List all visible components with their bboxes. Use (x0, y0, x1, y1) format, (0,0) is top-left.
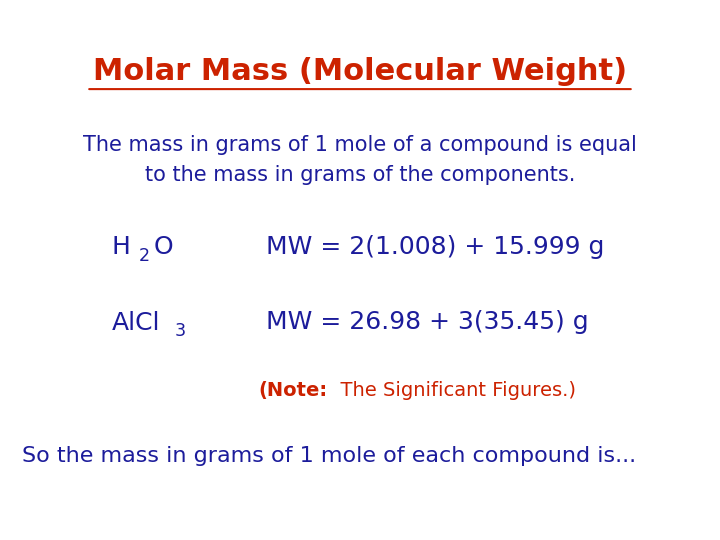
Text: Molar Mass (Molecular Weight): Molar Mass (Molecular Weight) (93, 57, 627, 86)
Text: 2: 2 (139, 247, 150, 265)
Text: 3: 3 (175, 322, 186, 340)
Text: (Note:: (Note: (258, 381, 328, 400)
Text: MW = 26.98 + 3(35.45) g: MW = 26.98 + 3(35.45) g (266, 310, 589, 334)
Text: H: H (112, 235, 130, 259)
Text: AlCl: AlCl (112, 310, 160, 334)
Text: to the mass in grams of the components.: to the mass in grams of the components. (145, 165, 575, 185)
Text: The Significant Figures.): The Significant Figures.) (328, 381, 575, 400)
Text: MW = 2(1.008) + 15.999 g: MW = 2(1.008) + 15.999 g (266, 235, 605, 259)
Text: The mass in grams of 1 mole of a compound is equal: The mass in grams of 1 mole of a compoun… (83, 135, 637, 155)
Text: So the mass in grams of 1 mole of each compound is...: So the mass in grams of 1 mole of each c… (22, 446, 636, 465)
Text: O: O (153, 235, 173, 259)
